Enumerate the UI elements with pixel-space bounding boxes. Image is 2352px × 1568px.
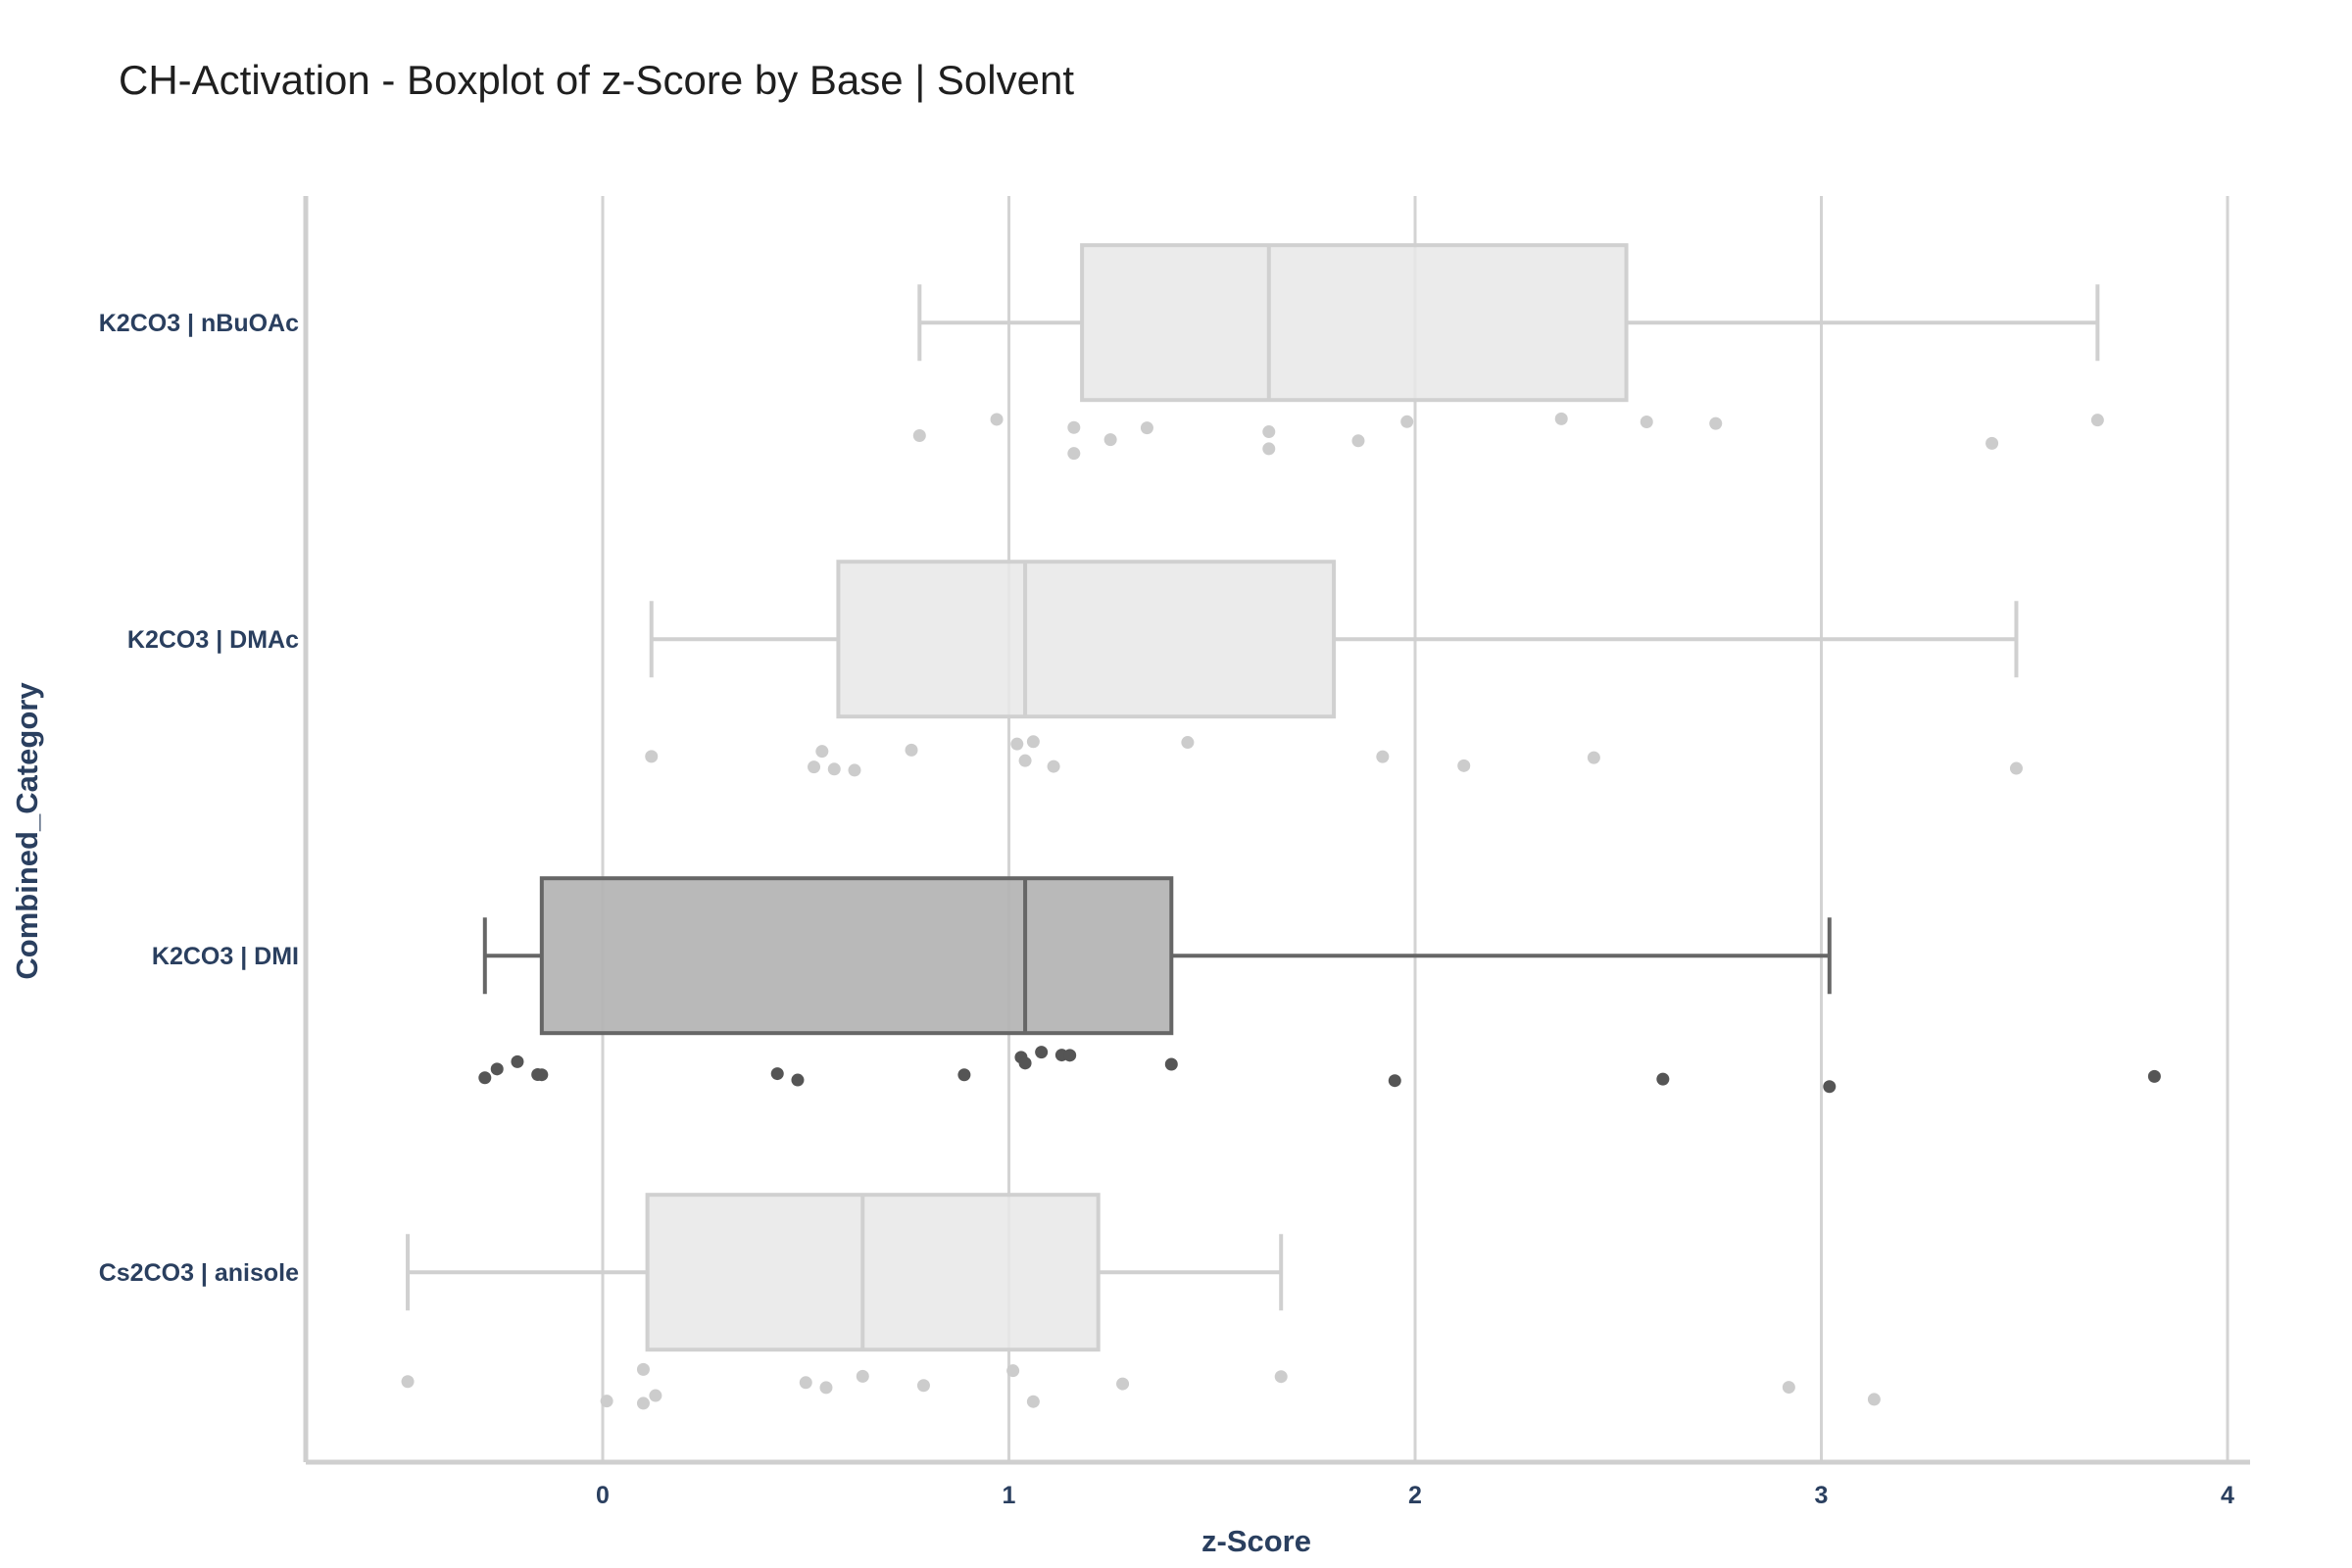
box-group xyxy=(406,1193,1284,1352)
data-point xyxy=(1181,736,1195,750)
data-point xyxy=(808,760,821,774)
data-point xyxy=(535,1068,549,1082)
data-point xyxy=(1709,416,1723,430)
data-point xyxy=(1026,1395,1040,1408)
data-point xyxy=(1006,1364,1020,1378)
y-tick-label: K2CO3 | nBuOAc xyxy=(99,310,299,337)
data-point xyxy=(600,1395,613,1408)
data-point xyxy=(1985,436,1999,450)
labels: 0 1 2 3 4 K2CO3 | nBuOAc K2CO3 | DMAc K2CO3 | D… xyxy=(99,310,2234,1509)
axes xyxy=(303,196,2250,1465)
box-group xyxy=(482,876,1832,1036)
box xyxy=(1080,243,1629,403)
data-point xyxy=(2009,761,2023,775)
x-tick-label: 2 xyxy=(1408,1482,1422,1509)
data-point xyxy=(478,1071,492,1085)
data-point xyxy=(1026,735,1040,749)
data-point xyxy=(1164,1057,1178,1071)
data-point xyxy=(1400,415,1414,428)
data-point xyxy=(2147,1069,2161,1083)
data-point xyxy=(636,1396,650,1410)
data-point xyxy=(1035,1046,1049,1059)
data-point xyxy=(1262,442,1276,456)
data-point xyxy=(1782,1381,1795,1395)
x-axis-title: z-Score xyxy=(1201,1524,1311,1558)
box-group xyxy=(649,560,2019,719)
data-point xyxy=(770,1067,784,1081)
data-point xyxy=(2090,414,2104,427)
data-point xyxy=(1067,447,1081,461)
data-point xyxy=(1640,416,1653,429)
gridlines xyxy=(601,196,2230,1462)
x-tick-label: 0 xyxy=(596,1482,610,1509)
data-point xyxy=(1047,760,1060,773)
data-point xyxy=(819,1381,833,1395)
data-point xyxy=(1587,751,1600,764)
data-point xyxy=(856,1369,869,1383)
box-group xyxy=(917,243,2100,403)
boxes xyxy=(406,243,2100,1352)
data-point xyxy=(905,743,918,757)
data-point xyxy=(1116,1377,1130,1391)
data-point xyxy=(1018,1056,1032,1070)
box xyxy=(836,560,1337,719)
data-point xyxy=(815,745,829,759)
data-point xyxy=(649,1389,662,1402)
data-point xyxy=(848,763,861,777)
data-point xyxy=(1262,425,1276,439)
data-point xyxy=(1274,1370,1288,1384)
data-point xyxy=(1018,754,1032,767)
y-axis-title: Combined_Category xyxy=(10,682,44,980)
x-tick-label: 1 xyxy=(1003,1482,1016,1509)
data-point xyxy=(401,1375,415,1389)
y-tick-label: K2CO3 | DMI xyxy=(152,943,299,970)
chart-title: CH-Activation - Boxplot of z-Score by Ba… xyxy=(119,57,1074,103)
data-point xyxy=(1376,750,1390,763)
x-tick-label: 3 xyxy=(1815,1482,1829,1509)
data-point xyxy=(916,1379,930,1393)
data-point xyxy=(1103,433,1117,447)
data-point xyxy=(827,762,841,776)
data-point xyxy=(957,1068,971,1082)
data-point xyxy=(1351,434,1365,448)
box xyxy=(539,876,1174,1036)
box xyxy=(645,1193,1101,1352)
data-point xyxy=(1140,421,1153,435)
data-point xyxy=(1067,420,1081,434)
data-point xyxy=(1010,737,1024,751)
x-tick-label: 4 xyxy=(2221,1482,2234,1509)
data-point xyxy=(1554,412,1568,425)
data-point xyxy=(1388,1074,1401,1088)
data-point xyxy=(511,1054,524,1068)
data-point xyxy=(1867,1393,1881,1406)
data-point xyxy=(636,1362,650,1376)
points xyxy=(401,412,2161,1410)
data-point xyxy=(1656,1072,1670,1086)
data-point xyxy=(490,1062,504,1076)
data-point xyxy=(645,750,659,763)
y-tick-label: Cs2CO3 | anisole xyxy=(99,1259,299,1287)
data-point xyxy=(912,428,926,442)
data-point xyxy=(791,1073,805,1087)
data-point xyxy=(1457,759,1471,772)
data-point xyxy=(799,1376,812,1390)
y-tick-label: K2CO3 | DMAc xyxy=(127,626,299,654)
data-point xyxy=(1823,1080,1837,1094)
data-point xyxy=(990,413,1004,426)
data-point xyxy=(1063,1049,1077,1062)
